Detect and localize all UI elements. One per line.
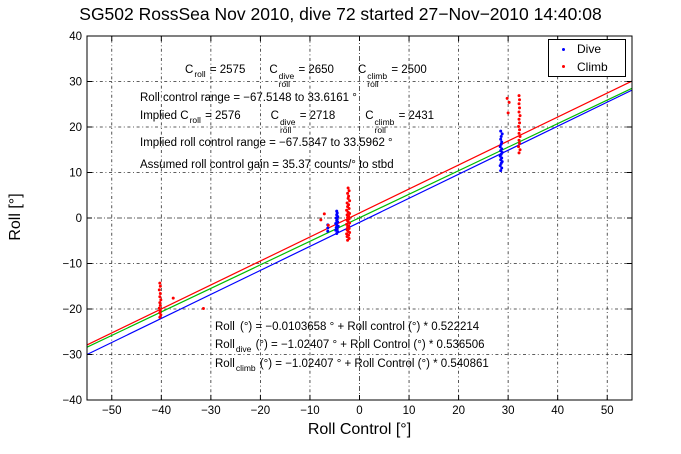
legend-item-dive: Dive bbox=[549, 41, 625, 58]
y-axis-label: Roll [°] bbox=[7, 193, 24, 241]
grid bbox=[87, 36, 632, 400]
x-tick-label: 20 bbox=[452, 405, 465, 417]
assumed-gain-text: Assumed roll control gain = 35.37 counts… bbox=[140, 159, 394, 171]
y-tick-label: −20 bbox=[62, 304, 82, 316]
legend-label-dive: Dive bbox=[577, 42, 602, 57]
dive-fit bbox=[86, 89, 633, 356]
y-tick-label: 30 bbox=[69, 77, 82, 89]
dive-marker-icon bbox=[549, 47, 577, 51]
y-tick-label: 0 bbox=[76, 213, 82, 225]
x-tick-label: −30 bbox=[201, 405, 221, 417]
y-tick-label: 10 bbox=[69, 168, 82, 180]
x-tick-label: −40 bbox=[152, 405, 172, 417]
fit-equation-climb: Rollclimb (°) = −1.02407 ° + Roll Contro… bbox=[215, 358, 489, 373]
x-tick-labels: −50 −40 −30 −20 −10 0 10 20 30 40 50 bbox=[102, 405, 614, 417]
x-axis-label: Roll Control [°] bbox=[307, 421, 412, 438]
x-tick-label: −50 bbox=[102, 405, 122, 417]
x-tick-label: −20 bbox=[251, 405, 271, 417]
fit-equation-all: Roll (°) = −0.0103658 ° + Roll control (… bbox=[215, 321, 480, 333]
legend: Dive Climb bbox=[548, 39, 626, 77]
y-tick-label: 40 bbox=[69, 31, 82, 43]
plot-title: SG502 RossSea Nov 2010, dive 72 started … bbox=[79, 4, 602, 24]
x-tick-label: −10 bbox=[300, 405, 320, 417]
y-tick-label: −10 bbox=[62, 259, 82, 271]
implied-c-roll-value: Implied Croll = 2576 bbox=[140, 110, 241, 125]
fit-equation-dive: Rolldive (°) = −1.02407 ° + Roll Control… bbox=[215, 339, 485, 354]
x-tick-label: 50 bbox=[601, 405, 614, 417]
climb-fit bbox=[86, 80, 633, 346]
y-tick-label: −40 bbox=[62, 395, 82, 407]
legend-label-climb: Climb bbox=[577, 59, 608, 74]
climb-marker-icon bbox=[549, 65, 577, 69]
legend-item-climb: Climb bbox=[549, 58, 625, 75]
all-fit bbox=[86, 87, 633, 348]
x-tick-label: 10 bbox=[403, 405, 416, 417]
y-tick-labels: −40 −30 −20 −10 0 10 20 30 40 bbox=[62, 31, 82, 407]
y-tick-label: 20 bbox=[69, 122, 82, 134]
y-tick-label: −30 bbox=[62, 350, 82, 362]
climb-points bbox=[157, 94, 522, 319]
c-roll-value: Croll = 2575 bbox=[185, 64, 246, 79]
x-tick-label: 30 bbox=[502, 405, 515, 417]
roll-control-range-text: Roll control range = −67.5148 to 33.6161… bbox=[140, 92, 357, 104]
x-tick-label: 0 bbox=[356, 405, 362, 417]
x-tick-label: 40 bbox=[551, 405, 564, 417]
implied-roll-control-range-text: Implied roll control range = −67.5347 to… bbox=[140, 137, 393, 149]
